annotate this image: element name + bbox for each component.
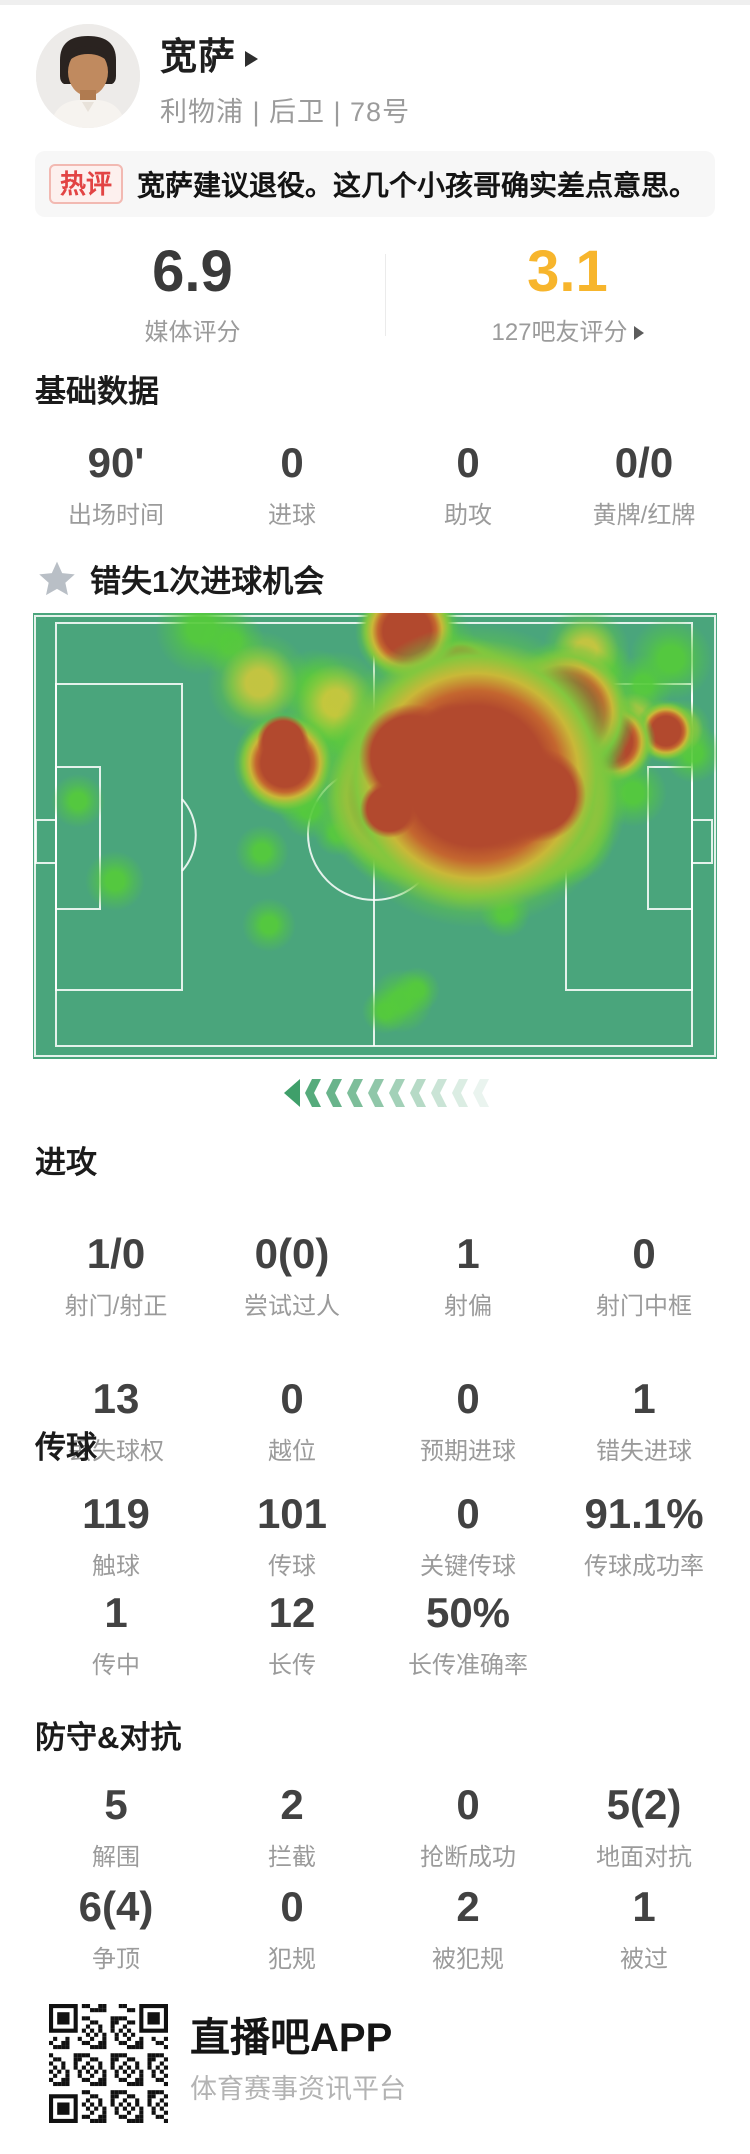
defense-stats-row-2: 6(4) 争顶 0 犯规 2 被犯规 1 被过 — [28, 1882, 732, 1975]
stat-pass-accuracy: 91.1% 传球成功率 — [584, 1490, 704, 1580]
top-divider — [0, 0, 750, 5]
stat-clearances: 5 解围 — [92, 1781, 140, 1871]
avatar — [36, 24, 140, 128]
stat-big-chance-missed: 1 错失进球 — [596, 1375, 692, 1465]
passing-stats-row-1: 119 触球 101 传球 0 关键传球 91.1% 传球成功率 — [28, 1489, 732, 1582]
stat-crosses: 1 传中 — [92, 1589, 140, 1679]
media-rating-value: 6.9 — [152, 239, 233, 304]
stat-key-passes: 0 关键传球 — [420, 1490, 516, 1580]
stat-aerial-duels: 6(4) 争顶 — [78, 1883, 154, 1973]
stat-goals: 0 进球 — [268, 439, 316, 529]
app-tagline: 体育赛事资讯平台 — [190, 2074, 406, 2104]
name-arrow-icon — [245, 51, 258, 67]
basic-stats-row: 90' 出场时间 0 进球 0 助攻 0/0 黄牌/红牌 — [28, 438, 732, 531]
passing-stats-row-2: 1 传中 12 长传 50% 长传准确率 — [28, 1588, 732, 1681]
section-title-passing: 传球 — [35, 1430, 97, 1465]
rating-divider — [385, 254, 386, 336]
stat-assists: 0 助攻 — [444, 439, 492, 529]
section-title-attack: 进攻 — [35, 1145, 97, 1180]
app-name: 直播吧APP — [190, 2016, 393, 2060]
player-heatmap — [33, 613, 717, 1059]
stat-ground-duels: 5(2) 地面对抗 — [596, 1781, 692, 1871]
stat-cards: 0/0 黄牌/红牌 — [592, 439, 696, 529]
avatar-illustration — [36, 24, 140, 128]
fans-rating-value: 3.1 — [527, 239, 608, 304]
attack-stats-row-2: 13 丢失球权 0 越位 0 预期进球 1 错失进球 — [28, 1374, 732, 1467]
section-title-basic: 基础数据 — [35, 374, 159, 409]
fans-rating-arrow-icon — [633, 326, 644, 340]
player-name-row[interactable]: 宽萨 — [160, 34, 258, 80]
stat-woodwork: 0 射门中框 — [596, 1230, 692, 1320]
stat-possession-lost: 13 丢失球权 — [68, 1375, 164, 1465]
stat-long-ball-accuracy: 50% 长传准确率 — [408, 1589, 528, 1679]
stat-passes: 101 传球 — [256, 1490, 328, 1580]
stat-dribbles: 0(0) 尝试过人 — [244, 1230, 340, 1320]
fans-rating[interactable]: 3.1 127吧友评分 — [385, 240, 750, 348]
qr-code — [49, 2004, 168, 2123]
media-rating: 6.9 媒体评分 — [0, 240, 385, 348]
player-meta: 利物浦 | 后卫 | 78号 — [160, 97, 411, 127]
hot-badge: 热评 — [49, 164, 124, 204]
star-icon — [39, 561, 75, 595]
stat-minutes: 90' 出场时间 — [68, 439, 164, 529]
stat-fouls: 0 犯规 — [268, 1883, 316, 1973]
stat-interceptions: 2 拦截 — [268, 1781, 316, 1871]
stat-dribbled-past: 1 被过 — [620, 1883, 668, 1973]
fans-rating-label: 127吧友评分 — [491, 319, 628, 346]
media-rating-label: 媒体评分 — [144, 319, 241, 346]
hot-comment-text: 宽萨建议退役。这几个小孩哥确实差点意思。 — [137, 170, 698, 201]
stat-shots-off: 1 射偏 — [444, 1230, 492, 1320]
highlight-text: 错失1次进球机会 — [90, 564, 325, 599]
attack-stats-row-1: 1/0 射门/射正 0(0) 尝试过人 1 射偏 0 射门中框 — [28, 1229, 732, 1322]
stat-was-fouled: 2 被犯规 — [432, 1883, 504, 1973]
player-name: 宽萨 — [160, 36, 236, 77]
stat-shots: 1/0 射门/射正 — [64, 1230, 168, 1320]
stat-touches: 119 触球 — [82, 1490, 150, 1580]
section-title-defense: 防守&对抗 — [35, 1720, 182, 1755]
defense-stats-row-1: 5 解围 2 拦截 0 抢断成功 5(2) 地面对抗 — [28, 1780, 732, 1873]
stat-offsides: 0 越位 — [268, 1375, 316, 1465]
stat-tackles: 0 抢断成功 — [420, 1781, 516, 1871]
stat-xg: 0 预期进球 — [420, 1375, 516, 1465]
hot-comment-bar[interactable]: 热评 宽萨建议退役。这几个小孩哥确实差点意思。 — [35, 151, 715, 217]
stat-empty — [556, 1588, 732, 1681]
highlight-line: 错失1次进球机会 — [38, 556, 324, 601]
heatmap-blobs — [33, 613, 717, 1059]
attack-direction-chevrons — [284, 1079, 489, 1107]
stat-long-balls: 12 长传 — [268, 1589, 316, 1679]
